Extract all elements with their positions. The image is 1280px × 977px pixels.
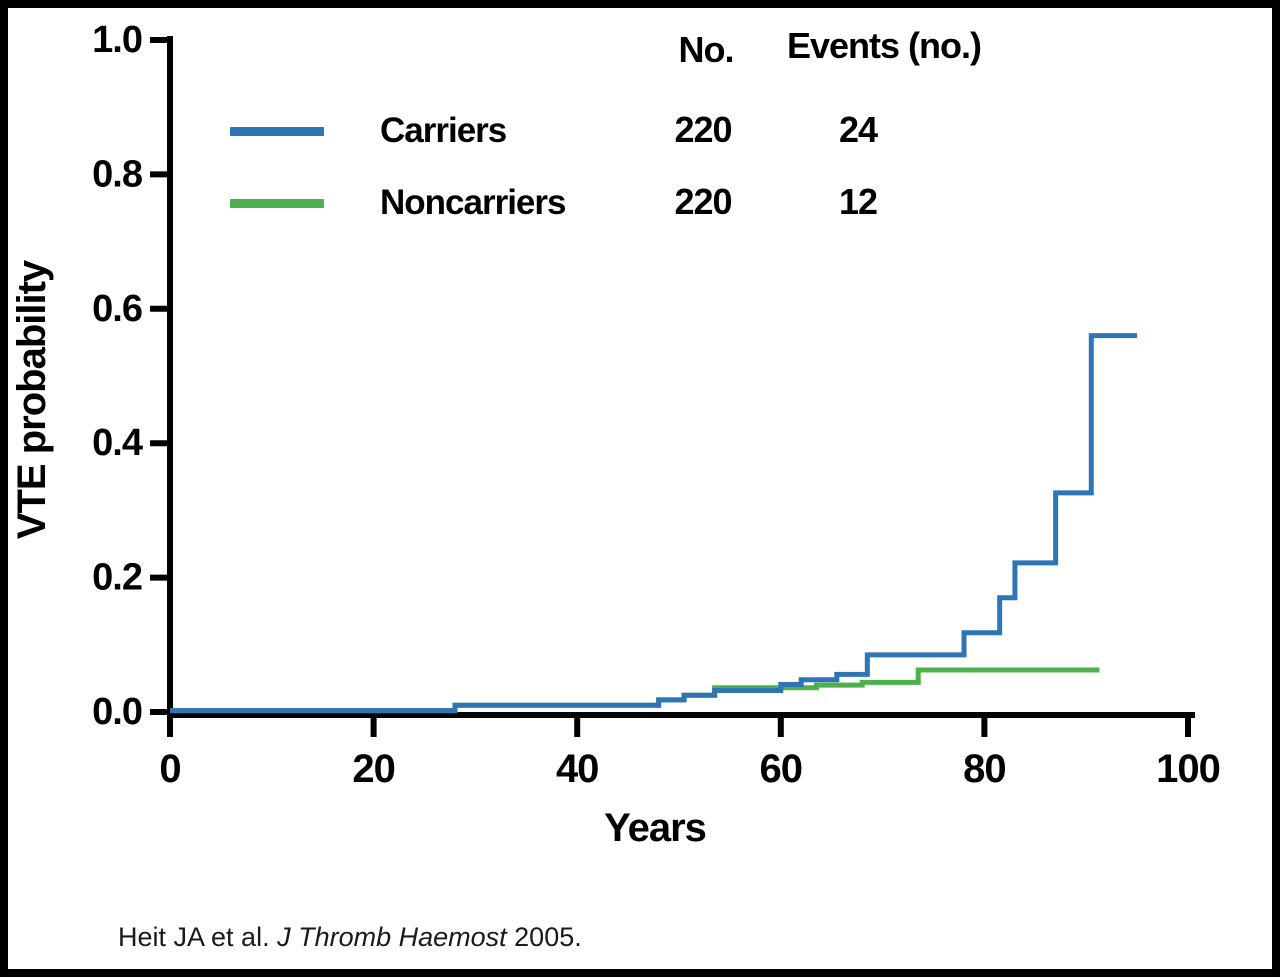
noncarriers-events-value: 12 xyxy=(838,181,878,222)
svg-text:20: 20 xyxy=(352,747,395,791)
svg-text:40: 40 xyxy=(556,747,599,791)
citation-journal: J Thromb Haemost xyxy=(277,922,507,952)
legend-label-carriers: Carriers xyxy=(380,111,507,150)
citation: Heit JA et al. J Thromb Haemost 2005. xyxy=(118,924,582,951)
svg-text:0.4: 0.4 xyxy=(92,422,143,464)
carriers-n-value: 220 xyxy=(674,109,732,150)
y-axis-title: VTE probability xyxy=(10,260,54,540)
svg-text:0.2: 0.2 xyxy=(92,557,142,599)
citation-suffix: 2005. xyxy=(506,922,582,952)
noncarriers-n-value: 220 xyxy=(674,181,732,222)
carriers-line-swatch xyxy=(230,127,324,136)
curve-carriers xyxy=(170,333,1138,714)
noncarriers-line-swatch xyxy=(230,199,324,208)
citation-prefix: Heit JA et al. xyxy=(118,922,278,952)
svg-text:1.0: 1.0 xyxy=(92,19,142,61)
legend-header-events: Events (no.) xyxy=(786,25,982,66)
x-axis-title: Years xyxy=(604,806,707,850)
svg-text:0.0: 0.0 xyxy=(92,691,142,733)
legend-label-noncarriers: Noncarriers xyxy=(380,183,566,222)
legend-header-no: No. xyxy=(678,29,735,70)
svg-text:60: 60 xyxy=(760,747,803,791)
svg-text:0.6: 0.6 xyxy=(92,288,142,330)
svg-text:0.8: 0.8 xyxy=(92,153,142,195)
svg-text:0: 0 xyxy=(159,747,180,791)
svg-text:80: 80 xyxy=(963,747,1006,791)
carriers-events-value: 24 xyxy=(838,109,878,150)
svg-text:100: 100 xyxy=(1156,747,1220,791)
